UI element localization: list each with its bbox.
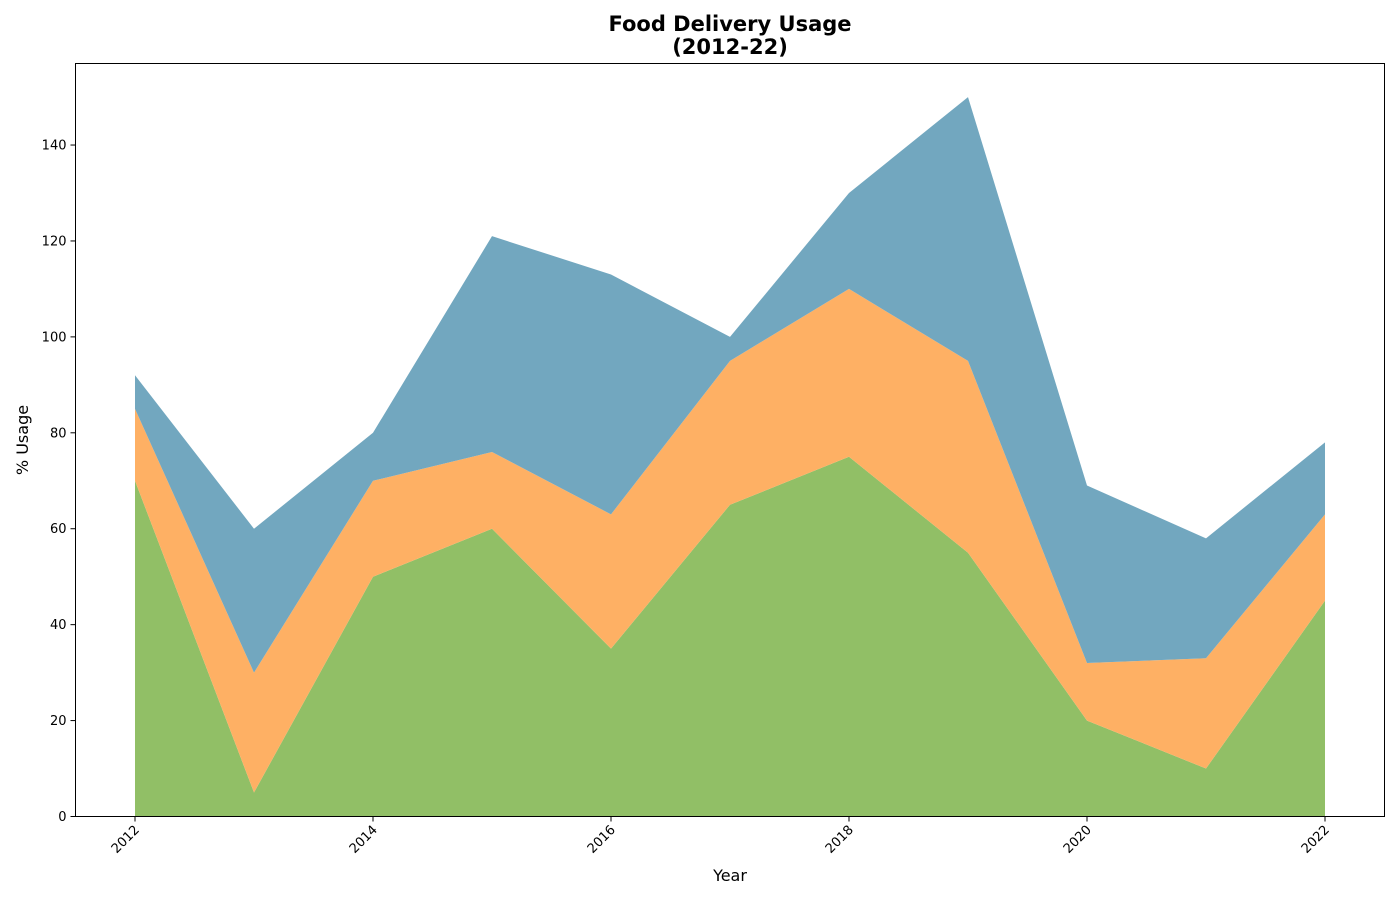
y-tick-label: 80: [50, 426, 67, 441]
area-series-3: [135, 97, 1325, 673]
plot-frame: [75, 63, 1385, 817]
x-axis-ticks: 2012 2014 2016 2018 2020 2022: [109, 816, 1333, 857]
area-series-2: [135, 288, 1325, 793]
x-tick-label: 2014: [347, 823, 381, 857]
y-axis-ticks: 0 20 40 60 80 100 120 140: [42, 139, 76, 825]
y-tick-label: 100: [42, 330, 67, 345]
y-tick-label: 60: [50, 522, 67, 537]
x-tick-label: 2020: [1061, 823, 1095, 857]
x-axis-label: Year: [712, 866, 747, 885]
y-axis-label: % Usage: [13, 405, 32, 475]
y-tick-label: 20: [50, 714, 67, 729]
area-series-1: [135, 456, 1325, 817]
chart-title-line-2: (2012-22): [672, 35, 788, 59]
y-tick-label: 0: [58, 810, 66, 825]
y-tick-label: 120: [42, 234, 67, 249]
y-tick-label: 40: [50, 618, 67, 633]
x-tick-label: 2016: [585, 823, 619, 857]
area-series-group: [135, 97, 1325, 817]
x-tick-label: 2012: [109, 823, 143, 857]
y-tick-label: 140: [42, 139, 67, 154]
x-tick-label: 2018: [823, 823, 857, 857]
chart-title-line-1: Food Delivery Usage: [608, 12, 851, 36]
x-tick-label: 2022: [1299, 823, 1333, 857]
